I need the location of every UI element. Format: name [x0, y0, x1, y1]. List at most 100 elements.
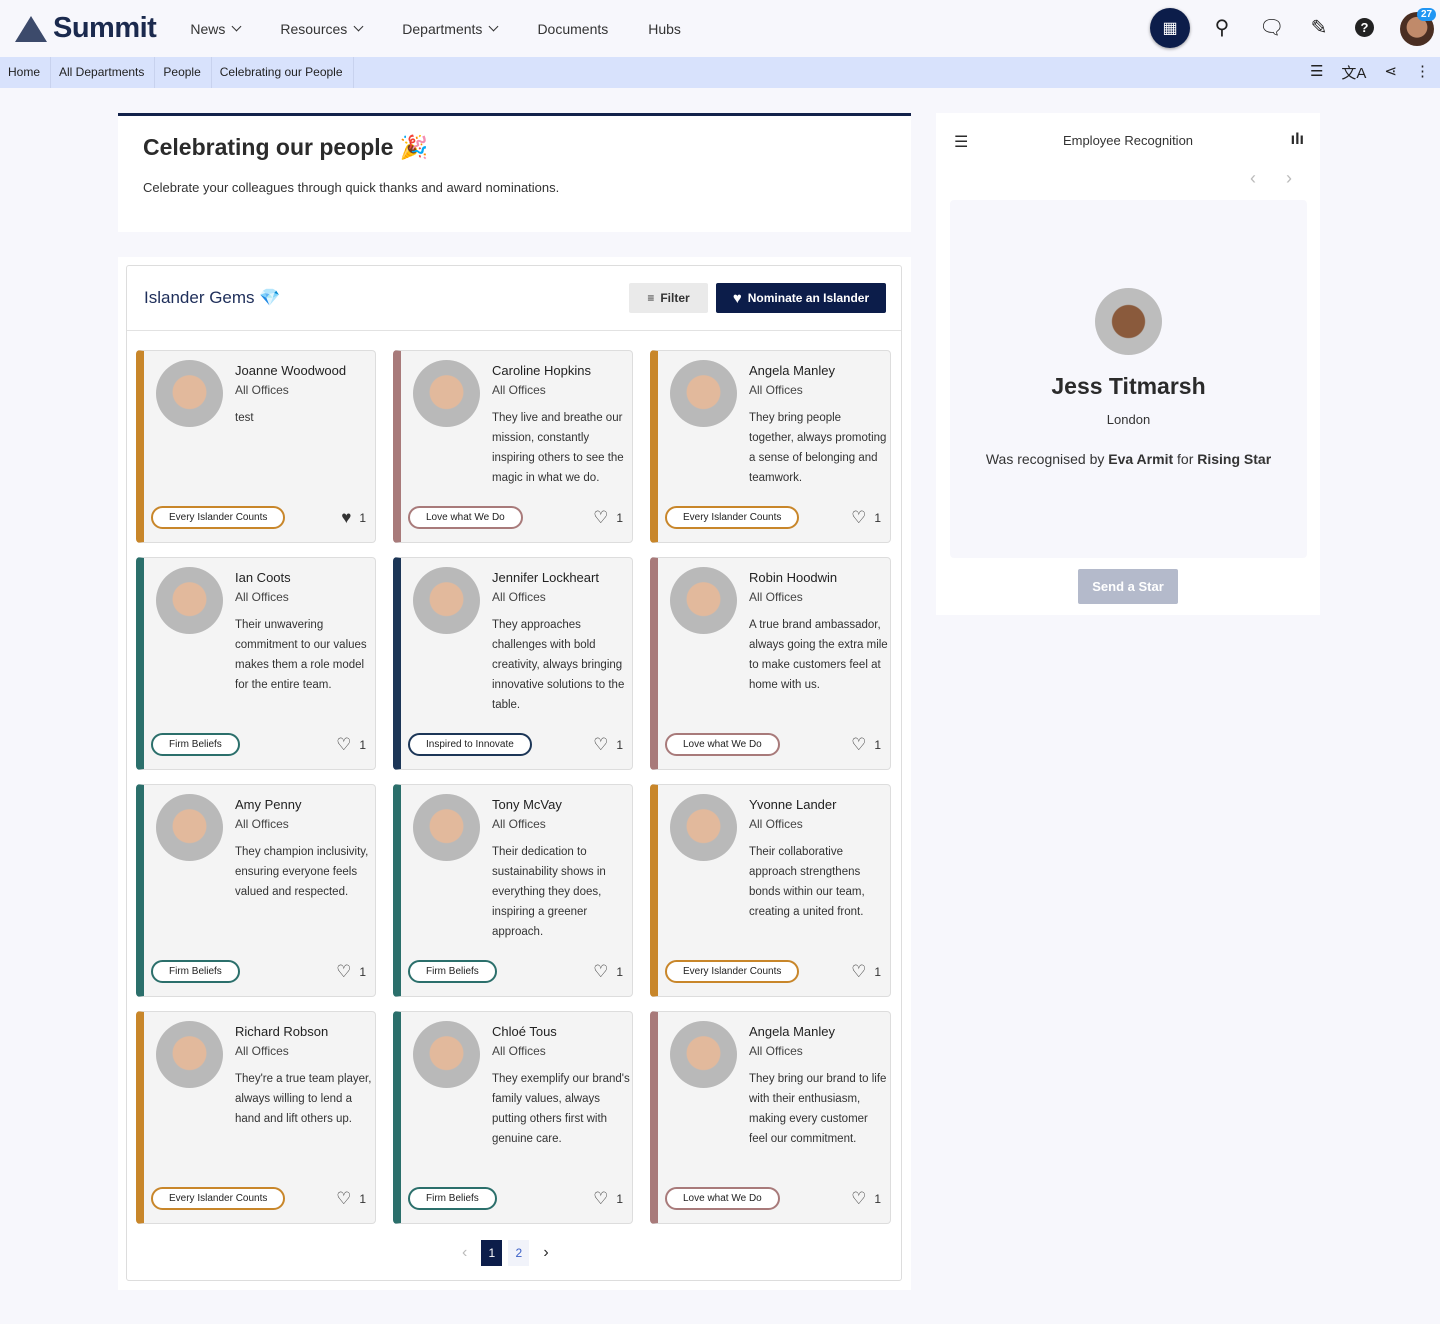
- breadcrumb-people[interactable]: People: [155, 57, 212, 88]
- like-button[interactable]: ♡ 1: [336, 963, 366, 980]
- breadcrumb-current[interactable]: Celebrating our People: [212, 57, 354, 88]
- like-button[interactable]: ♥ 1: [341, 509, 366, 526]
- gem-card: Angela Manley All Offices They bring our…: [650, 1011, 891, 1224]
- gems-title: Islander Gems 💎: [144, 288, 281, 307]
- heart-outline-icon: ♡: [336, 735, 352, 754]
- card-message: They live and breathe our mission, const…: [492, 412, 624, 484]
- nav-departments[interactable]: Departments: [402, 21, 499, 37]
- nav-label: News: [190, 20, 226, 37]
- like-count: 1: [874, 511, 881, 525]
- card-office: All Offices: [749, 817, 803, 831]
- like-button[interactable]: ♡ 1: [851, 736, 881, 753]
- nominate-label: Nominate an Islander: [747, 291, 870, 305]
- value-tag[interactable]: Firm Beliefs: [151, 960, 240, 983]
- card-office: All Offices: [492, 817, 546, 831]
- value-tag[interactable]: Inspired to Innovate: [408, 733, 532, 756]
- value-tag[interactable]: Love what We Do: [665, 1187, 780, 1210]
- chat-icon[interactable]: 🗨: [1259, 17, 1285, 39]
- value-tag[interactable]: Every Islander Counts: [665, 506, 800, 529]
- prev-page-icon[interactable]: ‹: [462, 1244, 468, 1261]
- list-icon[interactable]: ☰: [954, 134, 969, 151]
- top-bar: Summit News Resources Departments Docume…: [0, 0, 1440, 57]
- filter-button[interactable]: ≡ Filter: [629, 283, 708, 313]
- card-name: Angela Manley: [749, 1024, 835, 1039]
- like-button[interactable]: ♡ 1: [336, 1189, 366, 1208]
- avatar: [670, 360, 737, 427]
- bar-chart-icon[interactable]: ılı: [1290, 131, 1304, 148]
- send-a-star-button[interactable]: Send a Star: [1078, 569, 1178, 604]
- like-button[interactable]: ♡ 1: [851, 963, 881, 980]
- like-button[interactable]: ♡ 1: [593, 509, 623, 526]
- card-message: Their collaborative approach strengthens…: [749, 846, 865, 918]
- carousel-next-icon[interactable]: ›: [1286, 168, 1292, 188]
- like-count: 1: [616, 511, 623, 525]
- avatar: [156, 567, 223, 634]
- like-button[interactable]: ♡ 1: [593, 1190, 623, 1207]
- avatar: [670, 794, 737, 861]
- card-office: All Offices: [492, 1044, 546, 1058]
- card-name: Tony McVay: [492, 797, 562, 812]
- heart-outline-icon: ♡: [851, 1189, 867, 1208]
- widget-title: Employee Recognition: [1062, 133, 1194, 148]
- chevron-down-icon: [488, 21, 499, 32]
- translate-icon[interactable]: 文A: [1341, 65, 1367, 82]
- like-count: 1: [359, 738, 366, 752]
- list-icon[interactable]: ☰: [1309, 63, 1324, 80]
- nav-resources[interactable]: Resources: [280, 21, 364, 37]
- main-nav: News Resources Departments Documents Hub…: [190, 21, 681, 37]
- magic-wand-icon[interactable]: ✎: [1310, 17, 1328, 39]
- value-tag[interactable]: Every Islander Counts: [151, 1187, 286, 1210]
- featured-name: Jess Titmarsh: [1051, 373, 1206, 399]
- like-count: 1: [359, 965, 366, 979]
- nav-news[interactable]: News: [190, 20, 242, 37]
- value-tag[interactable]: Love what We Do: [408, 506, 523, 529]
- heart-outline-icon: ♡: [336, 1189, 352, 1208]
- brand-logo[interactable]: Summit: [15, 12, 157, 45]
- value-tag[interactable]: Every Islander Counts: [665, 960, 800, 983]
- nav-documents[interactable]: Documents: [537, 21, 608, 37]
- more-vert-icon[interactable]: ⋮: [1415, 63, 1430, 80]
- nav-hubs[interactable]: Hubs: [648, 21, 681, 37]
- share-icon[interactable]: ⋖: [1384, 63, 1397, 80]
- breadcrumb: Home All Departments People Celebrating …: [0, 57, 1440, 88]
- card-message: Their dedication to sustainability shows…: [492, 846, 606, 938]
- search-icon[interactable]: ⚲: [1214, 17, 1230, 39]
- card-office: All Offices: [749, 383, 803, 397]
- filter-label: Filter: [660, 291, 690, 305]
- carousel-prev-icon[interactable]: ‹: [1250, 168, 1256, 188]
- next-page-icon[interactable]: ›: [543, 1244, 549, 1261]
- like-button[interactable]: ♡ 1: [336, 735, 366, 754]
- employee-recognition-widget: ☰ Employee Recognition ılı ‹ › Jess Titm…: [936, 113, 1320, 615]
- recognised-by: Eva Armit: [1108, 451, 1174, 467]
- value-tag[interactable]: Firm Beliefs: [408, 960, 497, 983]
- page-2[interactable]: 2: [508, 1240, 530, 1266]
- value-tag[interactable]: Firm Beliefs: [151, 733, 240, 756]
- breadcrumb-home[interactable]: Home: [0, 57, 52, 88]
- like-count: 1: [874, 738, 881, 752]
- page-1[interactable]: 1: [481, 1240, 503, 1266]
- apps-grid-icon[interactable]: ▦: [1150, 8, 1190, 48]
- value-tag[interactable]: Love what We Do: [665, 733, 780, 756]
- card-message: They bring people together, always promo…: [749, 412, 887, 484]
- card-name: Angela Manley: [749, 363, 835, 378]
- mountain-icon: [15, 15, 47, 42]
- avatar: [670, 1021, 737, 1088]
- like-button[interactable]: ♡ 1: [593, 735, 623, 754]
- value-tag[interactable]: Every Islander Counts: [151, 506, 286, 529]
- value-tag[interactable]: Firm Beliefs: [408, 1187, 497, 1210]
- like-button[interactable]: ♡ 1: [851, 508, 881, 527]
- featured-recognition: Jess Titmarsh London Was recognised by E…: [950, 200, 1307, 558]
- help-icon[interactable]: ?: [1355, 18, 1374, 37]
- heart-outline-icon: ♡: [851, 508, 867, 527]
- card-office: All Offices: [492, 590, 546, 604]
- heart-outline-icon: ♡: [593, 735, 609, 754]
- like-button[interactable]: ♡ 1: [593, 963, 623, 980]
- gem-card: Jennifer Lockheart All Offices They appr…: [393, 557, 633, 770]
- like-button[interactable]: ♡ 1: [851, 1189, 881, 1208]
- page-title: Celebrating our people 🎉: [143, 134, 429, 160]
- nominate-button[interactable]: ♥ Nominate an Islander: [716, 283, 886, 313]
- chevron-down-icon: [231, 21, 242, 32]
- breadcrumb-all-departments[interactable]: All Departments: [51, 57, 156, 88]
- card-name: Amy Penny: [235, 797, 302, 812]
- card-office: All Offices: [749, 590, 803, 604]
